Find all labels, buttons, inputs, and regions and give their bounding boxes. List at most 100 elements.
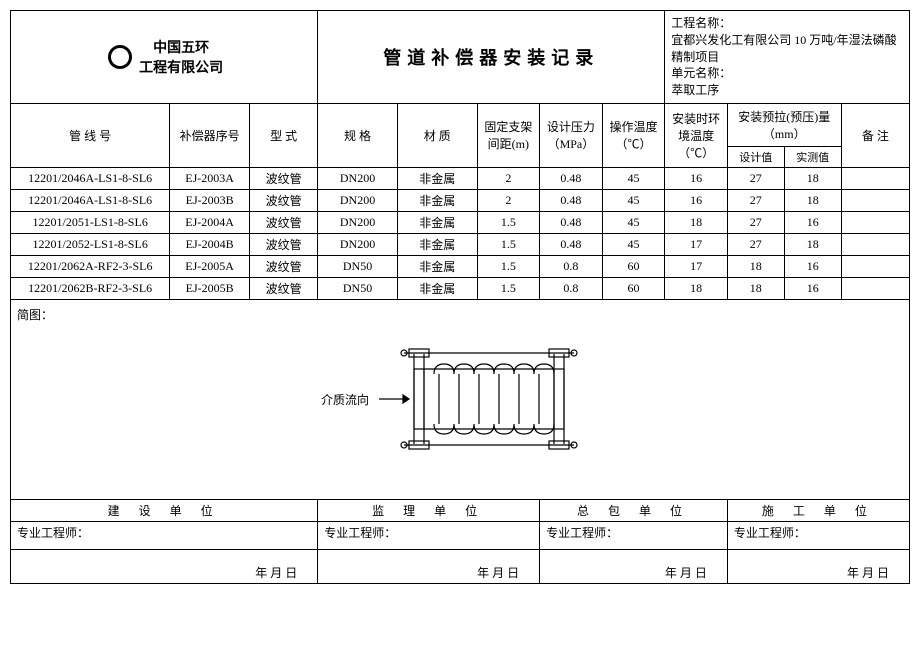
cell-meas: 16: [784, 255, 841, 277]
cell-spec: DN200: [318, 211, 398, 233]
cell-optemp: 45: [602, 167, 665, 189]
cell-mat: 非金属: [397, 277, 477, 299]
cell-optemp: 60: [602, 255, 665, 277]
cell-type: 波纹管: [249, 255, 317, 277]
cell-dist: 1.5: [477, 211, 540, 233]
col-press: 设计压力（MPa）: [540, 103, 603, 167]
cell-meas: 16: [784, 277, 841, 299]
cell-insttemp: 17: [665, 233, 728, 255]
cell-meas: 18: [784, 189, 841, 211]
company-logo-icon: [105, 42, 135, 72]
table-row: 12201/2046A-LS1-8-SL6EJ-2003A波纹管DN200非金属…: [11, 167, 910, 189]
diagram-cell: 简图： 介质流向: [11, 299, 910, 499]
cell-mat: 非金属: [397, 233, 477, 255]
cell-design: 27: [727, 167, 784, 189]
sig-h1: 建 设 单 位: [11, 499, 318, 521]
cell-pipe: 12201/2062A-RF2-3-SL6: [11, 255, 170, 277]
cell-press: 0.48: [540, 211, 603, 233]
unit-name: 萃取工序: [671, 83, 719, 97]
col-remark: 备 注: [841, 103, 909, 167]
project-meta: 工程名称： 宜都兴发化工有限公司 10 万吨/年湿法磷酸精制项目 单元名称： 萃…: [665, 11, 910, 104]
col-spec: 规 格: [318, 103, 398, 167]
cell-insttemp: 16: [665, 167, 728, 189]
cell-dist: 2: [477, 167, 540, 189]
eng-4: 专业工程师：: [727, 521, 909, 549]
cell-optemp: 45: [602, 189, 665, 211]
cell-press: 0.48: [540, 167, 603, 189]
eng-3: 专业工程师：: [540, 521, 728, 549]
cell-spec: DN200: [318, 233, 398, 255]
cell-dist: 2: [477, 189, 540, 211]
table-row: 12201/2051-LS1-8-SL6EJ-2004A波纹管DN200非金属1…: [11, 211, 910, 233]
cell-design: 27: [727, 189, 784, 211]
col-meas: 实测值: [784, 146, 841, 167]
unit-label: 单元名称：: [671, 66, 731, 80]
cell-comp: EJ-2003B: [170, 189, 250, 211]
cell-optemp: 45: [602, 211, 665, 233]
cell-type: 波纹管: [249, 211, 317, 233]
cell-insttemp: 17: [665, 255, 728, 277]
cell-press: 0.8: [540, 277, 603, 299]
cell-insttemp: 16: [665, 189, 728, 211]
cell-comp: EJ-2005B: [170, 277, 250, 299]
table-row: 12201/2046A-LS1-8-SL6EJ-2003B波纹管DN200非金属…: [11, 189, 910, 211]
company-line1: 中国五环: [139, 37, 223, 57]
table-row: 12201/2062B-RF2-3-SL6EJ-2005B波纹管DN50非金属1…: [11, 277, 910, 299]
cell-spec: DN200: [318, 189, 398, 211]
cell-type: 波纹管: [249, 233, 317, 255]
cell-dist: 1.5: [477, 233, 540, 255]
cell-pipe: 12201/2062B-RF2-3-SL6: [11, 277, 170, 299]
table-row: 12201/2062A-RF2-3-SL6EJ-2005A波纹管DN50非金属1…: [11, 255, 910, 277]
proj-label: 工程名称：: [671, 16, 731, 30]
date-3: 年 月 日: [540, 549, 728, 583]
cell-insttemp: 18: [665, 211, 728, 233]
cell-press: 0.48: [540, 189, 603, 211]
col-insttemp: 安装时环境温度（℃）: [665, 103, 728, 167]
cell-pipe: 12201/2046A-LS1-8-SL6: [11, 167, 170, 189]
cell-comp: EJ-2005A: [170, 255, 250, 277]
cell-mat: 非金属: [397, 255, 477, 277]
cell-meas: 16: [784, 211, 841, 233]
cell-meas: 18: [784, 233, 841, 255]
cell-type: 波纹管: [249, 277, 317, 299]
cell-press: 0.48: [540, 233, 603, 255]
col-preload: 安装预拉(预压)量（mm）: [727, 103, 841, 146]
eng-1: 专业工程师：: [11, 521, 318, 549]
cell-press: 0.8: [540, 255, 603, 277]
cell-optemp: 60: [602, 277, 665, 299]
cell-spec: DN200: [318, 167, 398, 189]
record-table: 中国五环 工程有限公司 管道补偿器安装记录 工程名称： 宜都兴发化工有限公司 1…: [10, 10, 910, 584]
cell-dist: 1.5: [477, 277, 540, 299]
sig-h4: 施 工 单 位: [727, 499, 909, 521]
cell-remark: [841, 255, 909, 277]
cell-design: 18: [727, 277, 784, 299]
cell-mat: 非金属: [397, 167, 477, 189]
cell-type: 波纹管: [249, 189, 317, 211]
cell-meas: 18: [784, 167, 841, 189]
eng-2: 专业工程师：: [318, 521, 540, 549]
flow-label: 介质流向: [321, 391, 369, 408]
date-4: 年 月 日: [727, 549, 909, 583]
company-cell: 中国五环 工程有限公司: [11, 11, 318, 104]
cell-mat: 非金属: [397, 211, 477, 233]
col-optemp: 操作温度（℃）: [602, 103, 665, 167]
date-2: 年 月 日: [318, 549, 540, 583]
bellows-diagram-icon: [379, 329, 599, 469]
cell-pipe: 12201/2052-LS1-8-SL6: [11, 233, 170, 255]
cell-mat: 非金属: [397, 189, 477, 211]
table-row: 12201/2052-LS1-8-SL6EJ-2004B波纹管DN200非金属1…: [11, 233, 910, 255]
proj-name: 宜都兴发化工有限公司 10 万吨/年湿法磷酸精制项目: [671, 33, 896, 64]
col-pipe: 管 线 号: [11, 103, 170, 167]
cell-design: 18: [727, 255, 784, 277]
cell-remark: [841, 211, 909, 233]
doc-title: 管道补偿器安装记录: [318, 11, 665, 104]
cell-insttemp: 18: [665, 277, 728, 299]
cell-type: 波纹管: [249, 167, 317, 189]
cell-optemp: 45: [602, 233, 665, 255]
sig-h3: 总 包 单 位: [540, 499, 728, 521]
cell-design: 27: [727, 233, 784, 255]
cell-remark: [841, 277, 909, 299]
cell-dist: 1.5: [477, 255, 540, 277]
sig-h2: 监 理 单 位: [318, 499, 540, 521]
col-dist: 固定支架间距(m): [477, 103, 540, 167]
